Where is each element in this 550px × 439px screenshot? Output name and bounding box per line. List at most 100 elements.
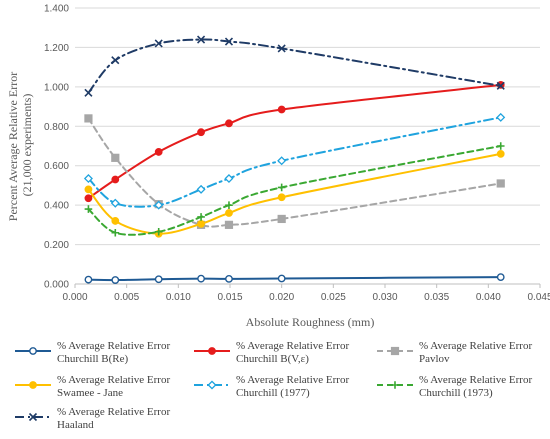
grid xyxy=(75,7,540,285)
legend-label-line-1: % Average Relative Error xyxy=(57,340,170,352)
legend-label-line-1: % Average Relative Error xyxy=(236,340,349,352)
data-point xyxy=(84,185,93,194)
series-1 xyxy=(84,273,505,284)
x-tick-label: 0.020 xyxy=(269,292,294,303)
x-tick-label: 0.010 xyxy=(166,292,191,303)
data-point xyxy=(197,128,205,137)
data-point xyxy=(197,219,205,228)
legend-item: % Average Relative Error Churchill B(Re) xyxy=(15,340,170,365)
marker-square xyxy=(84,114,93,123)
x-tick-label: 0.025 xyxy=(321,292,346,303)
y-tick-label: 0.200 xyxy=(44,240,69,251)
legend-label-line-2: Churchill (1973) xyxy=(419,387,493,399)
x-tick-label: 0.030 xyxy=(372,292,397,303)
marker-circle xyxy=(84,275,93,284)
data-point xyxy=(84,88,93,97)
data-point xyxy=(496,149,505,158)
x-axis-title: Absolute Roughness (mm) xyxy=(246,315,375,329)
legend-label-line-2: Churchill (1977) xyxy=(236,387,310,399)
x-tick-label: 0.045 xyxy=(527,292,550,303)
data-point xyxy=(197,274,205,283)
data-point xyxy=(225,209,233,217)
data-point xyxy=(277,44,286,53)
marker-square xyxy=(111,153,120,162)
series-layer xyxy=(83,35,506,284)
series-5 xyxy=(83,112,506,210)
legend-label-line-1: % Average Relative Error xyxy=(419,340,532,352)
legend-item: % Average Relative Error Haaland xyxy=(15,406,170,431)
legend-item: % Average Relative Error Swamee - Jane xyxy=(15,374,170,399)
legend-swatch-marker xyxy=(29,347,37,355)
data-point xyxy=(154,148,163,156)
y-tick-label: 1.400 xyxy=(44,4,69,15)
data-point xyxy=(111,175,120,184)
marker-x xyxy=(496,81,505,90)
marker-x xyxy=(277,44,286,53)
data-point xyxy=(277,214,286,224)
legend-label: % Average Relative Error Churchill B(V,ε) xyxy=(236,340,349,365)
legend-swatch-marker xyxy=(208,347,216,355)
series-6 xyxy=(84,142,505,237)
tick-labels: 0.000 0.200 0.400 0.600 0.800 1.000 1.200 1.400… xyxy=(44,4,550,304)
marker-dot xyxy=(84,185,93,194)
marker-diamond xyxy=(154,200,164,210)
legend: % Average Relative Error Churchill B(Re)%… xyxy=(15,340,532,431)
marker-x xyxy=(28,412,38,422)
data-point xyxy=(111,217,120,225)
marker-circle xyxy=(496,273,505,281)
marker-dot xyxy=(225,119,233,128)
marker-diamond xyxy=(277,156,287,166)
data-point xyxy=(111,153,120,162)
data-point xyxy=(496,273,505,281)
marker-diamond xyxy=(207,380,217,390)
marker-plus xyxy=(277,183,286,192)
data-point xyxy=(84,205,93,213)
legend-swatch-marker xyxy=(28,412,38,422)
data-point xyxy=(225,119,233,128)
legend-label: % Average Relative Error Haaland xyxy=(57,406,170,431)
y-tick-label: 0.000 xyxy=(44,280,69,291)
x-tick-label: 0.040 xyxy=(476,292,501,303)
marker-circle xyxy=(197,274,205,283)
marker-x xyxy=(197,35,206,44)
marker-circle xyxy=(29,347,37,355)
series-line xyxy=(87,276,502,282)
marker-diamond xyxy=(110,198,120,208)
legend-label: % Average Relative Error Swamee - Jane xyxy=(57,374,170,399)
marker-circle xyxy=(111,276,120,284)
series-2 xyxy=(84,80,505,203)
legend-label-line-1: % Average Relative Error xyxy=(236,374,349,386)
marker-circle xyxy=(154,275,163,284)
data-point xyxy=(197,35,206,44)
legend-label-line-2: Churchill B(V,ε) xyxy=(236,353,309,365)
data-point xyxy=(84,194,93,203)
data-point xyxy=(225,274,233,283)
y-axis-title-line-2: (21,000 experiments) xyxy=(20,94,34,197)
marker-x xyxy=(111,56,120,65)
marker-diamond xyxy=(196,184,206,194)
legend-label-line-2: Swamee - Jane xyxy=(57,387,123,399)
marker-diamond xyxy=(496,112,506,122)
marker-square xyxy=(496,179,505,188)
data-point xyxy=(154,39,163,48)
data-point xyxy=(110,198,120,208)
legend-item: % Average Relative Error Churchill (1977) xyxy=(194,374,349,399)
data-point xyxy=(277,156,287,166)
marker-x xyxy=(224,37,234,46)
series-line xyxy=(87,145,502,236)
data-point xyxy=(277,274,286,283)
legend-label-line-1: % Average Relative Error xyxy=(57,406,170,418)
data-point xyxy=(224,174,234,184)
data-point xyxy=(196,184,206,194)
data-point xyxy=(277,183,286,192)
data-point xyxy=(224,37,234,46)
marker-square xyxy=(390,346,400,356)
data-point xyxy=(84,275,93,284)
marker-dot xyxy=(197,128,205,137)
legend-swatch-marker xyxy=(207,380,217,390)
data-point xyxy=(225,201,233,209)
data-point xyxy=(496,81,505,90)
data-point xyxy=(154,275,163,284)
marker-dot xyxy=(154,148,163,156)
